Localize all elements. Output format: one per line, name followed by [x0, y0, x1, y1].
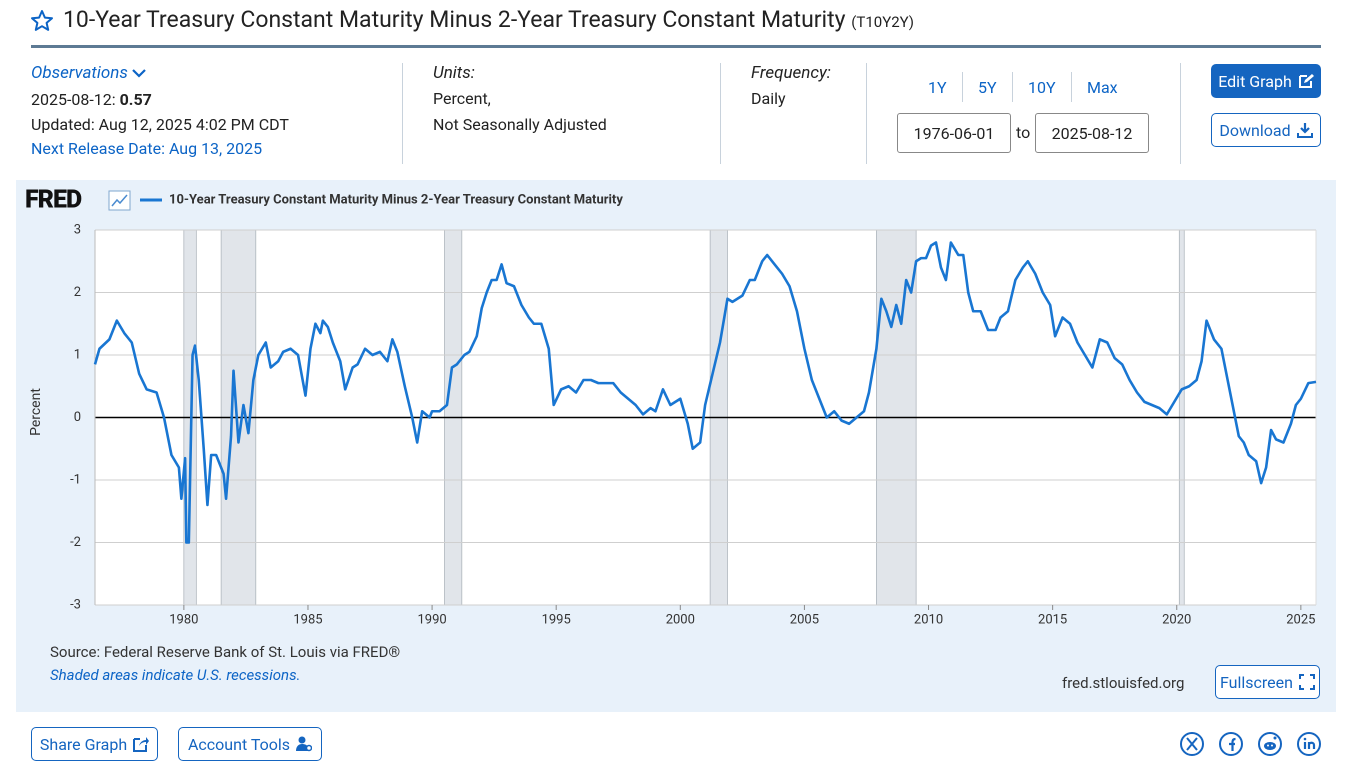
y-tick-label: 3	[74, 222, 81, 237]
source: Source: Federal Reserve Bank of St. Loui…	[50, 643, 400, 661]
share-label: Share Graph	[39, 734, 128, 754]
x-tick-label: 1980	[169, 612, 198, 627]
fullscreen-icon	[1298, 674, 1315, 690]
series-line	[93, 241, 1317, 544]
start-date-input[interactable]: 1976-06-01	[897, 113, 1011, 153]
units-line: Percent,	[433, 89, 491, 108]
range-separator	[1071, 72, 1072, 102]
download-button[interactable]: Download	[1211, 113, 1321, 147]
fred-logo: FRED	[25, 186, 82, 215]
title-rule	[31, 45, 1321, 48]
date-separator: to	[1016, 123, 1031, 142]
x-tick-label: 2015	[1038, 612, 1067, 627]
site-url: fred.stlouisfed.org	[1062, 674, 1184, 692]
share-icon	[133, 737, 150, 752]
y-tick-label: -3	[70, 597, 81, 612]
range-button[interactable]: 10Y	[1028, 78, 1056, 97]
x-tick-label: 2025	[1286, 612, 1315, 627]
x-tick-label: 1990	[417, 612, 446, 627]
y-tick-label: -1	[70, 472, 81, 487]
separator	[402, 63, 403, 164]
account-tools-button[interactable]: Account Tools	[178, 727, 322, 761]
edit-icon	[1298, 74, 1314, 88]
account-icon	[296, 736, 313, 752]
x-tick-label: 2000	[666, 612, 695, 627]
legend-label: 10-Year Treasury Constant Maturity Minus…	[169, 192, 623, 207]
observations-toggle[interactable]: Observations	[31, 63, 146, 83]
observations-label: Observations	[31, 63, 128, 83]
obs-value: 0.57	[119, 90, 152, 109]
page-title: 10-Year Treasury Constant Maturity Minus…	[63, 6, 914, 33]
y-axis-label: Percent	[28, 388, 44, 436]
range-button[interactable]: 5Y	[978, 78, 997, 97]
frequency-label: Frequency:	[751, 63, 831, 83]
end-date-input[interactable]: 2025-08-12	[1035, 113, 1149, 153]
latest-observation: 2025-08-12: 0.57	[31, 90, 152, 109]
y-tick-label: 2	[74, 285, 81, 300]
recession-note: Shaded areas indicate U.S. recessions.	[50, 666, 300, 684]
range-separator	[962, 72, 963, 102]
chart: FRED Percent Source: Federal Reserve Ban…	[25, 186, 1317, 692]
x-tick-label: 2010	[914, 612, 943, 627]
account-label: Account Tools	[187, 734, 291, 754]
x-tick-label: 2020	[1162, 612, 1191, 627]
linkedin-share[interactable]	[1297, 732, 1321, 756]
x-share[interactable]	[1180, 732, 1204, 756]
edit-graph-button[interactable]: Edit Graph	[1211, 64, 1321, 98]
download-label: Download	[1219, 120, 1291, 140]
units-label: Units:	[433, 63, 475, 83]
separator	[720, 63, 721, 164]
x-tick-label: 1995	[542, 612, 571, 627]
edit-label: Edit Graph	[1218, 71, 1292, 91]
y-tick-label: 1	[74, 347, 81, 362]
download-icon	[1296, 123, 1313, 138]
reddit-share[interactable]	[1258, 732, 1282, 756]
facebook-share[interactable]	[1219, 732, 1243, 756]
updated: Updated: Aug 12, 2025 4:02 PM CDT	[31, 115, 289, 134]
next-release[interactable]: Next Release Date: Aug 13, 2025	[31, 139, 263, 158]
frequency-value: Daily	[751, 89, 786, 108]
fullscreen-label: Fullscreen	[1220, 672, 1293, 692]
favorite-star[interactable]	[30, 9, 54, 33]
separator	[866, 63, 867, 164]
y-tick-label: 0	[74, 410, 81, 425]
fullscreen-button[interactable]: Fullscreen	[1215, 665, 1320, 699]
series-id: (T10Y2Y)	[851, 13, 915, 31]
x-tick-label: 1985	[293, 612, 322, 627]
range-button[interactable]: 1Y	[928, 78, 947, 97]
range-button[interactable]: Max	[1087, 78, 1118, 97]
y-tick-label: -2	[70, 535, 81, 550]
chevron	[132, 69, 146, 78]
x-tick-label: 2005	[790, 612, 819, 627]
range-separator	[1012, 72, 1013, 102]
share-graph-button[interactable]: Share Graph	[31, 727, 158, 761]
logo-icon	[108, 190, 131, 211]
units-line: Not Seasonally Adjusted	[433, 115, 607, 134]
title: 10-Year Treasury Constant Maturity Minus…	[63, 6, 846, 33]
obs-date: 2025-08-12:	[31, 90, 116, 109]
separator	[1180, 63, 1181, 164]
